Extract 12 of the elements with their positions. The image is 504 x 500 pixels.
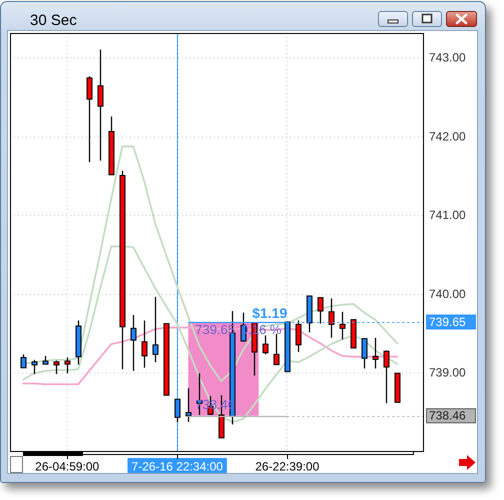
y-tick-label: 741.00	[429, 208, 466, 222]
x-tick-label: 7-26-16 22:34:00	[132, 460, 224, 474]
chart-title: 30 Sec	[30, 12, 77, 29]
x-tick-label: 26-22:39:00	[255, 460, 320, 474]
ref-line-label: 739.65	[429, 314, 466, 329]
y-tick-label: 740.00	[429, 286, 466, 301]
band-label: $1.19	[252, 304, 288, 321]
x-tick-label: 26-04:59:00	[35, 460, 100, 474]
y-tick-label: 739.00	[429, 366, 466, 380]
ref-line-label: 738.46	[429, 408, 466, 423]
y-tick-label: 742.00	[429, 129, 466, 144]
y-tick-label: 743.00	[429, 50, 466, 65]
